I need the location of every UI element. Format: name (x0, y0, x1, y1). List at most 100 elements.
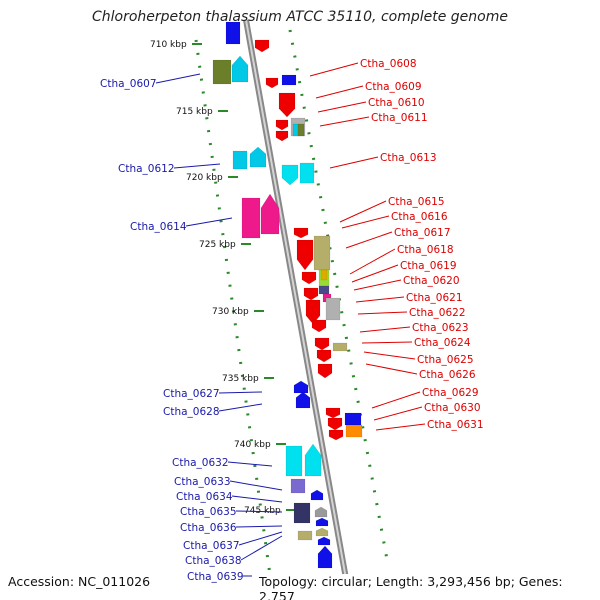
label-leader (357, 311, 408, 315)
gene-label: Ctha_0621 (406, 292, 463, 304)
reverse-gene-Ctha_0631 (345, 424, 363, 438)
forward-gene-Ctha_0612 (232, 150, 248, 170)
label-leader (231, 495, 283, 503)
kbp-ticks: 710 kbp 715 kbp 720 kbp 725 kbp 730 kbp 735 k… (150, 40, 296, 516)
forward-gene-Ctha_0612 (231, 55, 249, 83)
reverse-gene-Ctha_0625 (314, 337, 330, 351)
gene-label: Ctha_0636 (180, 522, 237, 534)
tick-label: 715 kbp (176, 107, 213, 117)
gene-label: Ctha_0633 (174, 476, 231, 488)
genome-backbone (243, 19, 353, 600)
label-leader (339, 200, 387, 223)
gene-label: Ctha_0635 (180, 506, 237, 518)
label-leader (375, 423, 426, 431)
label-leader (365, 363, 418, 375)
label-leader (309, 62, 359, 77)
reverse-gene-Ctha_0621 (305, 299, 321, 325)
tick-label: 730 kbp (212, 307, 249, 317)
label-leader (218, 391, 263, 394)
label-leader (353, 279, 402, 291)
reverse-gene-Ctha_0610 (275, 119, 289, 131)
gene-label: Ctha_0638 (185, 555, 242, 567)
forward-gene-Ctha_0638 (297, 530, 313, 541)
map-title: Chloroherpeton thalassium ATCC 35110, co… (92, 9, 508, 25)
reverse-gene-Ctha_0626 (317, 363, 333, 379)
tick-label: 720 kbp (186, 173, 223, 183)
reverse-gene-Ctha_0610 (278, 92, 296, 118)
backbone-inner (245, 19, 351, 600)
reverse-gene-Ctha_0629 (328, 429, 344, 441)
tick-label: 745 kbp (244, 506, 281, 516)
gene-label: Ctha_0622 (409, 307, 466, 319)
genome-summary-text: Topology: circular; Length: 3,293,456 bp… (259, 574, 600, 600)
gene-label: Ctha_0629 (422, 387, 479, 399)
gene-label: Ctha_0610 (368, 97, 425, 109)
gene-label: Ctha_0607 (100, 78, 157, 90)
label-leader (155, 73, 201, 84)
label-leader (341, 215, 390, 229)
reverse-gene-Ctha_0629 (327, 417, 343, 431)
reverse-gene-Ctha_0624 (332, 342, 348, 352)
reverse-gene-Ctha_0617 (296, 239, 314, 271)
tick-label: 740 kbp (234, 440, 271, 450)
forward-gene-Ctha_0632 (304, 443, 322, 477)
label-leader (229, 480, 283, 491)
gene-label: Ctha_0626 (419, 369, 476, 381)
gene-label: Ctha_0615 (388, 196, 445, 208)
gene-label: Ctha_0632 (172, 457, 229, 469)
label-leader (218, 403, 263, 412)
reverse-gene-Ctha_0609 (281, 74, 297, 86)
reverse-gene-Ctha_0630 (344, 412, 362, 426)
gene-features (212, 21, 383, 600)
label-leader (173, 163, 221, 169)
gene-label: Ctha_0630 (424, 402, 481, 414)
forward-gene-Ctha_0614 (260, 193, 280, 235)
forward-gene-Ctha_0607 (212, 59, 232, 85)
gene-label: Ctha_0620 (403, 275, 460, 287)
gene-label: Ctha_0614 (130, 221, 187, 233)
tick-label: 725 kbp (199, 240, 236, 250)
reverse-gene-Ctha_0622 (325, 297, 341, 321)
forward-gene-Ctha_0634 (310, 489, 324, 501)
reverse-gene-Ctha_0623 (311, 319, 327, 333)
reverse-gene-Ctha_0617 (301, 271, 317, 285)
label-leader (345, 231, 393, 249)
reverse-gene-Ctha_0620 (318, 285, 330, 295)
label-leader (317, 101, 367, 113)
label-leader (235, 510, 283, 513)
forward-gene-Ctha_0614 (241, 197, 261, 239)
forward-gene-Ctha_0628 (295, 391, 311, 409)
gene-label: Ctha_0617 (394, 227, 451, 239)
label-leader (227, 461, 273, 467)
reverse-gene-Ctha_0629 (325, 407, 341, 419)
forward-gene-Ctha_0612 (249, 146, 267, 168)
reverse-gene-Ctha_0613 (299, 162, 315, 184)
forward-gene-Ctha_0638 (315, 527, 329, 537)
forward-gene-Ctha_0639 (317, 545, 333, 569)
label-leader (373, 406, 423, 421)
tick-label: 710 kbp (150, 40, 187, 50)
reverse-gene-Ctha_0613 (281, 164, 299, 186)
label-leader (363, 351, 416, 360)
gene-label: Ctha_0619 (400, 260, 457, 272)
label-leader (240, 535, 283, 561)
gene-label: Ctha_0628 (163, 406, 220, 418)
gene-label: Ctha_0608 (360, 58, 417, 70)
gene-label: Ctha_0639 (187, 571, 244, 583)
gene-label: Ctha_0611 (371, 112, 428, 124)
accession-text: Accession: NC_011026 (8, 574, 151, 589)
reverse-gene-Ctha_0608 (265, 77, 279, 89)
forward-gene-Ctha_0637 (315, 517, 329, 527)
label-leader (235, 525, 283, 528)
gene-label: Ctha_0609 (365, 81, 422, 93)
label-leader (349, 248, 396, 275)
forward-gene-Ctha_0633 (290, 478, 306, 494)
forward-gene-Ctha_0639 (317, 536, 331, 546)
gene-labels: Ctha_0607 Ctha_0612 Ctha_0614 Ctha_0627 Ctha… (100, 58, 484, 583)
reverse-gene-Ctha_0621 (303, 287, 319, 301)
forward-gene-Ctha_0627 (293, 380, 309, 394)
gene-label: Ctha_0624 (414, 337, 471, 349)
label-leader (319, 116, 370, 127)
